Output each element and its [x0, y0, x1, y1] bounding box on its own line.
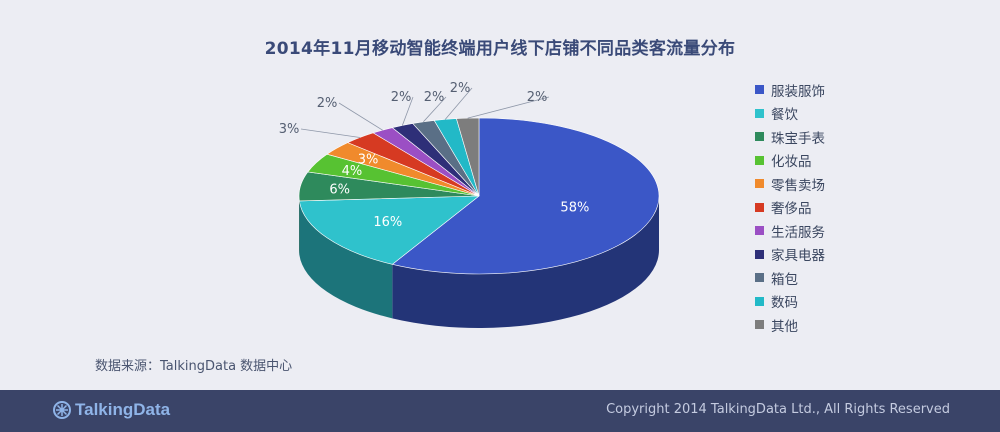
slice-5-data-label: 3% [358, 153, 379, 168]
legend-label: 数码 [771, 295, 798, 312]
legend-swatch [755, 226, 764, 236]
brand-logo: TalkingData [52, 400, 170, 420]
brand-name: TalkingData [75, 400, 171, 419]
slice-7-data-label: 2% [317, 96, 338, 111]
footer-bar: TalkingData Copyright 2014 TalkingData L… [0, 390, 1000, 432]
slice-10-data-label: 2% [450, 81, 471, 96]
legend-item-5: 零售卖场 [755, 172, 825, 196]
legend-item-1: 服装服饰 [755, 78, 825, 102]
slice-10-leader-line [444, 87, 473, 120]
slice-4-data-label: 4% [342, 164, 363, 179]
slice-7-leader-line [338, 102, 383, 131]
slice-11-leader-line [467, 96, 550, 119]
slice-2-top [299, 195, 480, 265]
slice-9-data-label: 2% [424, 90, 445, 105]
legend-swatch [755, 249, 764, 259]
legend-label: 其他 [771, 318, 798, 335]
legend-item-6: 奢侈品 [755, 196, 825, 220]
legend-swatch [755, 132, 764, 142]
legend-swatch [755, 85, 764, 95]
legend-item-7: 生活服务 [755, 219, 825, 243]
legend-swatch [755, 296, 764, 306]
slice-8-leader-line [401, 96, 414, 126]
legend-label: 箱包 [771, 271, 798, 288]
legend-item-2: 餐饮 [755, 102, 825, 126]
legend-swatch [755, 108, 764, 118]
legend-label: 珠宝手表 [771, 130, 825, 147]
legend-item-4: 化妆品 [755, 149, 825, 173]
legend-item-9: 箱包 [755, 266, 825, 290]
legend-label: 化妆品 [771, 154, 812, 171]
slice-11-data-label: 2% [527, 90, 548, 105]
pie-data-labels: 58%16%6%4%3%3%2% 2% 2%2%2% [279, 81, 590, 230]
slice-9-leader-line [423, 96, 447, 123]
slice-3-data-label: 6% [329, 182, 350, 197]
legend-item-3: 珠宝手表 [755, 125, 825, 149]
pie-top-faces [298, 117, 660, 275]
legend-item-11: 其他 [755, 313, 825, 337]
slice-1-top [391, 117, 660, 275]
legend-swatch [755, 155, 764, 165]
legend-label: 奢侈品 [771, 201, 812, 218]
legend-label: 生活服务 [771, 224, 825, 241]
legend-label: 家具电器 [771, 248, 825, 265]
slice-1-data-label: 58% [560, 201, 589, 216]
legend-item-8: 家具电器 [755, 243, 825, 267]
slice-8-data-label: 2% [391, 90, 412, 105]
legend-label: 餐饮 [771, 107, 798, 124]
legend-swatch [755, 202, 764, 212]
legend-swatch [755, 179, 764, 189]
chart-title: 2014年11月移动智能终端用户线下店铺不同品类客流量分布 [264, 39, 736, 59]
slice-1-side [392, 196, 659, 328]
slice-2-side [299, 200, 393, 319]
data-source-note: 数据来源：TalkingData 数据中心 [95, 359, 293, 374]
legend-label: 零售卖场 [771, 177, 825, 194]
pie-side-walls [299, 196, 659, 328]
legend-swatch [755, 320, 764, 330]
chart-legend: 服装服饰餐饮珠宝手表化妆品零售卖场奢侈品生活服务家具电器箱包数码其他 [755, 78, 825, 337]
slice-6-data-label: 3% [279, 122, 300, 137]
legend-label: 服装服饰 [771, 83, 825, 100]
legend-swatch [755, 273, 764, 283]
talkingdata-logo-icon [53, 401, 71, 419]
slice-6-leader-line [300, 128, 361, 138]
legend-item-10: 数码 [755, 290, 825, 314]
slice-2-data-label: 16% [373, 215, 402, 230]
copyright-text: Copyright 2014 TalkingData Ltd., All Rig… [606, 402, 950, 417]
